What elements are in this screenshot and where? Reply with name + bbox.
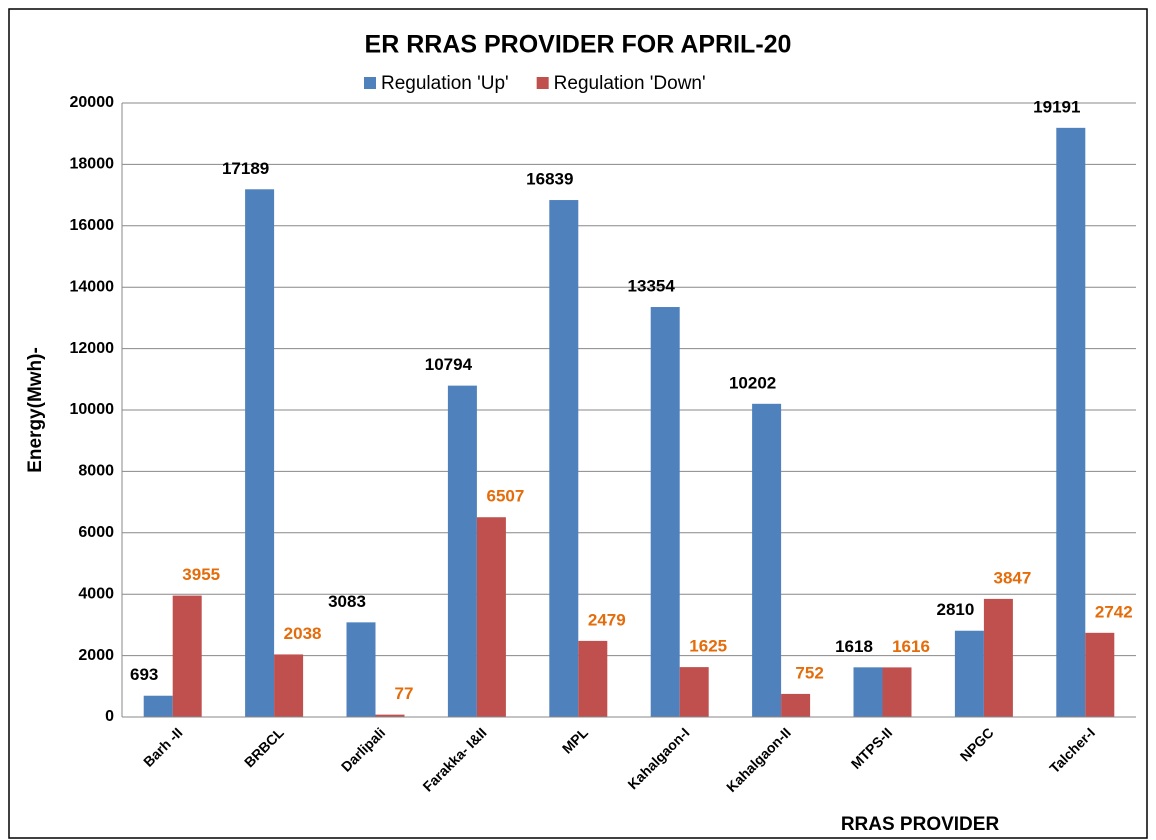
y-tick-label: 8000 — [78, 463, 114, 480]
y-tick-label: 14000 — [70, 278, 115, 295]
bar — [578, 640, 608, 717]
y-tick-label: 20000 — [70, 94, 115, 111]
bar — [346, 622, 376, 717]
data-label: 752 — [795, 663, 823, 682]
data-label: 3847 — [993, 568, 1031, 587]
legend-label: Regulation 'Down' — [554, 73, 706, 94]
bar — [549, 200, 579, 717]
data-label: 2479 — [588, 610, 626, 629]
data-label: 19191 — [1033, 97, 1080, 116]
data-label: 1625 — [689, 637, 727, 656]
bar — [954, 630, 984, 717]
data-label: 2038 — [284, 624, 322, 643]
y-tick-label: 4000 — [78, 585, 114, 602]
bar — [375, 714, 405, 717]
data-label: 6507 — [486, 487, 524, 506]
bar — [1085, 632, 1115, 717]
data-label: 13354 — [628, 277, 676, 296]
data-label: 16839 — [526, 170, 573, 189]
legend-label: Regulation 'Up' — [381, 73, 509, 94]
data-label: 1616 — [892, 637, 930, 656]
y-tick-label: 16000 — [70, 217, 115, 234]
bar — [1056, 127, 1086, 717]
bar — [274, 654, 304, 717]
data-label: 3083 — [328, 592, 366, 611]
y-tick-label: 6000 — [78, 524, 114, 541]
bar — [679, 667, 709, 717]
y-tick-label: 18000 — [70, 156, 115, 173]
legend-swatch — [364, 77, 376, 89]
data-label: 77 — [395, 684, 414, 703]
bar — [853, 667, 883, 717]
bar — [781, 693, 811, 717]
bar — [447, 385, 477, 717]
bar — [476, 517, 506, 717]
bar — [172, 595, 202, 717]
chart-title: ER RRAS PROVIDER FOR APRIL-20 — [365, 31, 792, 59]
bar — [245, 189, 275, 717]
y-tick-label: 2000 — [78, 647, 114, 664]
data-label: 3955 — [182, 565, 220, 584]
bar — [143, 695, 173, 717]
y-axis-label: Energy(Mwh)- — [25, 347, 46, 473]
x-axis-label: RRAS PROVIDER — [841, 814, 1000, 835]
bar — [650, 307, 680, 717]
data-label: 10794 — [425, 355, 473, 374]
y-tick-label: 10000 — [70, 401, 115, 418]
bar — [752, 403, 782, 717]
y-tick-label: 12000 — [70, 340, 115, 357]
data-label: 693 — [130, 665, 158, 684]
bar — [882, 667, 912, 717]
data-label: 2810 — [936, 600, 974, 619]
data-label: 2742 — [1095, 602, 1133, 621]
data-label: 1618 — [835, 637, 873, 656]
bar — [983, 598, 1013, 717]
data-label: 10202 — [729, 373, 776, 392]
data-label: 17189 — [222, 159, 269, 178]
y-tick-label: 0 — [105, 708, 114, 725]
legend-swatch — [536, 77, 549, 89]
